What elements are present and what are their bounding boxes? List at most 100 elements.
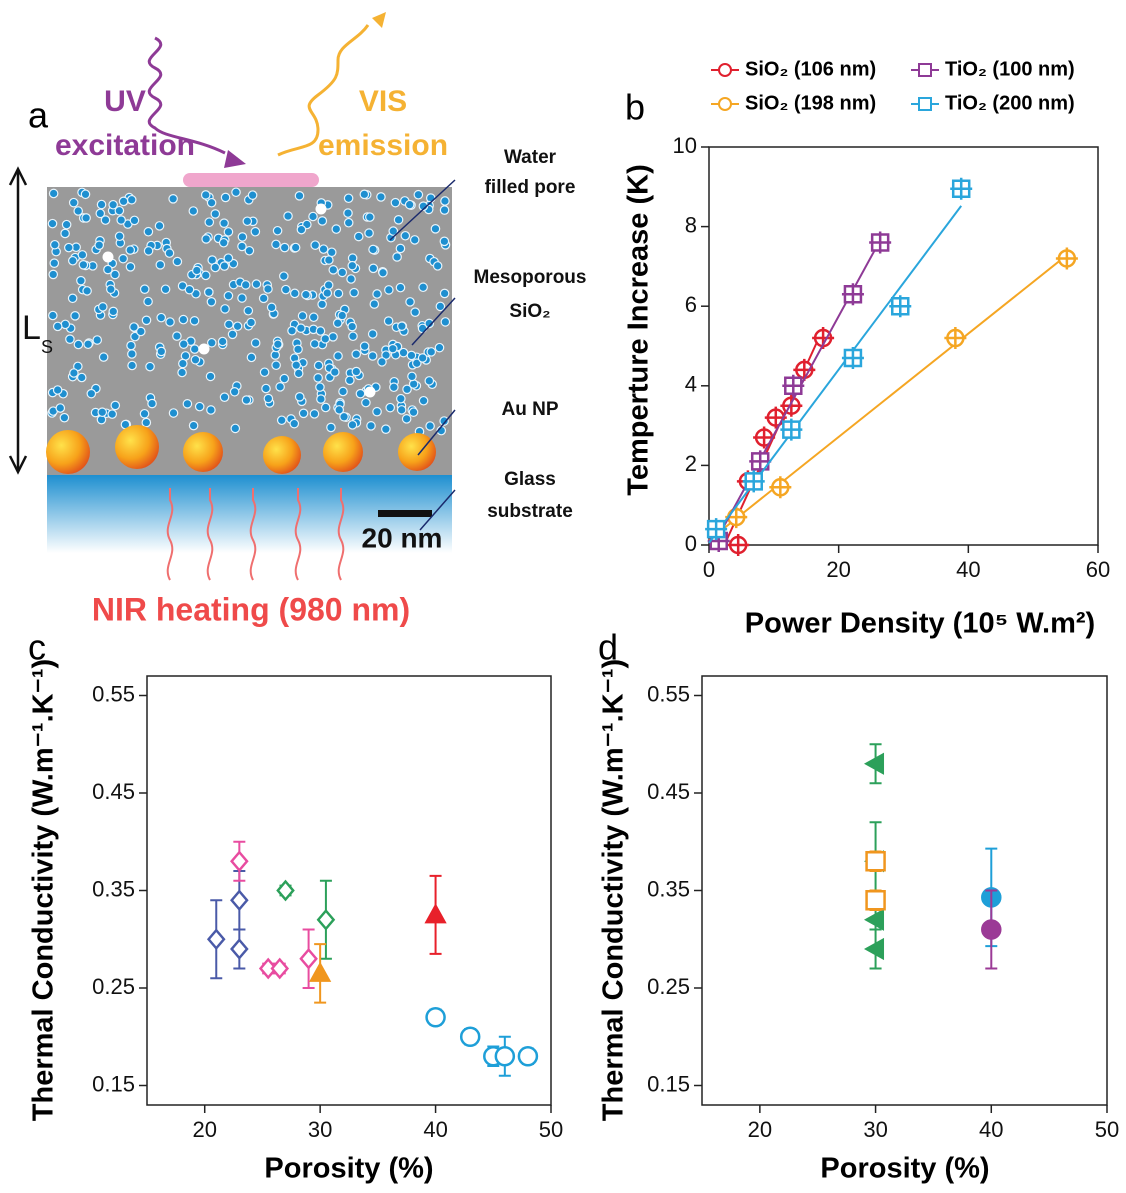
annotation: excitation xyxy=(55,129,195,162)
pore xyxy=(81,213,91,223)
marker xyxy=(727,534,750,556)
marker xyxy=(869,231,892,254)
pore xyxy=(247,190,258,200)
pore xyxy=(365,212,375,222)
pore xyxy=(201,234,211,244)
pore xyxy=(127,360,137,371)
pore xyxy=(258,293,269,304)
pore xyxy=(156,312,167,323)
pore xyxy=(439,236,450,247)
y-axis-label: Thermal Conductivity (W.m⁻¹.K⁻¹) xyxy=(28,659,60,1121)
au-np xyxy=(115,425,159,469)
au-np xyxy=(398,433,436,471)
au-nanoparticles xyxy=(46,425,436,474)
pore xyxy=(98,352,109,362)
pore xyxy=(392,252,402,262)
pore xyxy=(310,240,321,250)
annotation: UV xyxy=(104,85,146,118)
pore xyxy=(204,217,215,227)
pore xyxy=(94,240,105,250)
pore xyxy=(210,209,221,219)
annotation: VIS xyxy=(359,85,407,118)
annotation: Au NP xyxy=(502,399,559,420)
pore xyxy=(244,245,255,256)
pore xyxy=(206,197,217,208)
diagram: a UV excitation xyxy=(8,12,586,627)
marker xyxy=(270,957,290,980)
ls-label: L xyxy=(22,309,41,347)
pore xyxy=(136,326,146,337)
pore xyxy=(315,326,326,336)
marker xyxy=(424,903,447,924)
pore xyxy=(367,351,378,361)
pore xyxy=(338,386,348,397)
pore xyxy=(156,346,167,357)
marker xyxy=(950,177,973,200)
pore xyxy=(237,232,248,242)
pore xyxy=(145,361,155,372)
y-tick-label: 0.15 xyxy=(647,1071,690,1096)
pore xyxy=(259,367,270,378)
pore xyxy=(223,253,234,263)
uv-arrow xyxy=(147,36,226,155)
marker xyxy=(494,1046,516,1067)
pore xyxy=(317,216,328,226)
pore xyxy=(52,321,63,332)
pore xyxy=(219,261,230,271)
pore xyxy=(168,408,179,418)
pore xyxy=(418,395,429,406)
pore xyxy=(241,395,252,405)
pore xyxy=(347,260,358,271)
pore xyxy=(359,341,370,351)
emitter-layer xyxy=(183,173,319,187)
pore xyxy=(200,270,211,281)
pore xyxy=(192,265,202,276)
pore xyxy=(237,293,247,303)
pore xyxy=(376,192,386,202)
marker xyxy=(865,851,886,872)
pore xyxy=(364,228,374,238)
pore xyxy=(217,336,228,347)
x-tick-label: 60 xyxy=(1086,557,1110,582)
pore xyxy=(194,401,205,412)
pore xyxy=(67,293,78,304)
pore xyxy=(68,255,78,266)
pore xyxy=(377,357,387,367)
pore xyxy=(86,388,97,399)
marker xyxy=(863,937,885,961)
y-tick-label: 0.45 xyxy=(92,779,135,804)
pore xyxy=(275,382,285,392)
pore xyxy=(273,339,283,350)
pore xyxy=(424,376,435,386)
pore xyxy=(177,367,187,378)
pore xyxy=(401,414,412,424)
pore xyxy=(279,242,290,253)
pore xyxy=(172,331,182,341)
scale-label: 20 nm xyxy=(362,522,443,553)
pore xyxy=(82,286,92,296)
scale-bar xyxy=(378,510,432,517)
pore xyxy=(390,197,401,208)
pore xyxy=(118,196,129,207)
pore xyxy=(141,417,152,428)
x-axis-label: Porosity (%) xyxy=(820,1153,989,1185)
pore xyxy=(47,218,58,229)
vis-arrowhead xyxy=(372,12,386,28)
pore xyxy=(178,314,189,325)
marker xyxy=(230,889,249,912)
pore xyxy=(388,343,398,354)
legend-marker xyxy=(717,97,733,111)
pore xyxy=(65,334,75,344)
pore xyxy=(48,188,59,199)
legend-marker xyxy=(717,63,733,77)
pore xyxy=(348,331,358,342)
marker xyxy=(782,374,805,397)
pore xyxy=(369,299,380,309)
pore xyxy=(271,360,281,371)
pore xyxy=(125,262,136,272)
pore xyxy=(69,368,79,378)
pore xyxy=(97,407,108,418)
pore xyxy=(432,261,443,271)
pore xyxy=(237,241,247,252)
pore xyxy=(368,263,379,274)
